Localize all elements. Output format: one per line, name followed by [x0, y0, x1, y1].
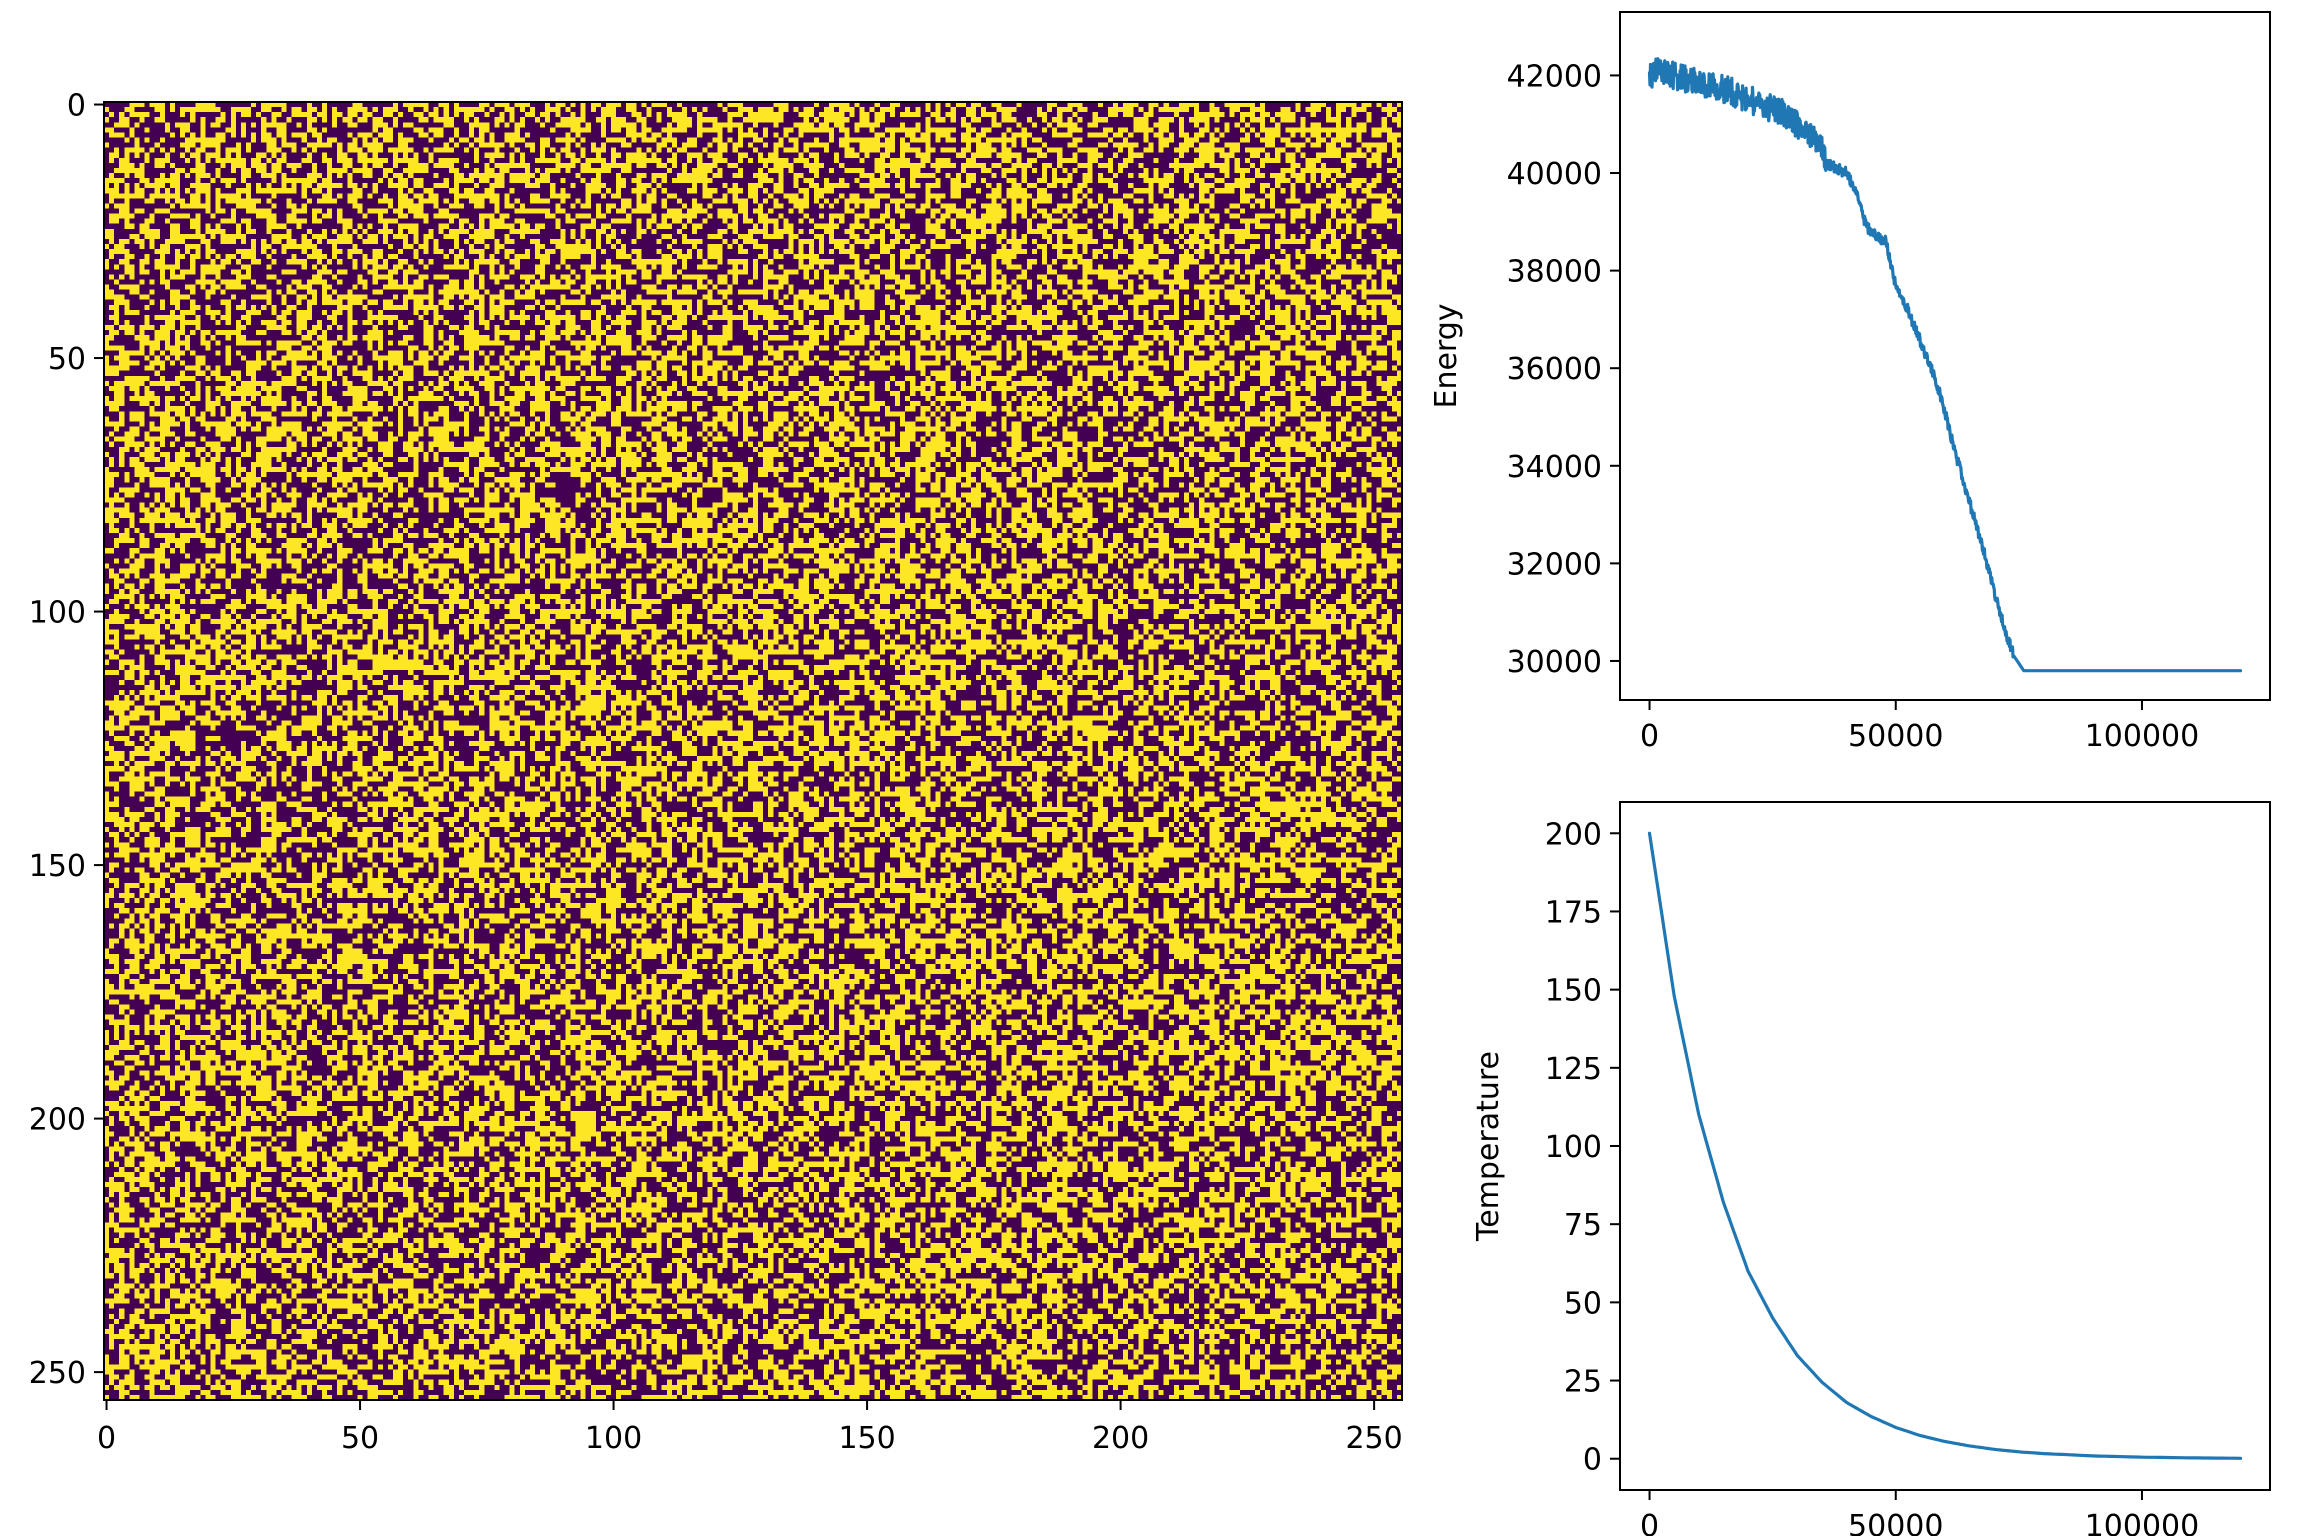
temperature-x-tick-label: 100000: [2085, 1509, 2200, 1536]
energy-x-tick-label: 0: [1640, 719, 1659, 754]
energy-x-tick-label: 100000: [2085, 719, 2200, 754]
heatmap-y-tick-label: 200: [29, 1103, 86, 1138]
energy-y-tick-label: 36000: [1507, 352, 1602, 387]
energy-y-tick-label: 42000: [1507, 59, 1602, 94]
temperature-y-tick-label: 125: [1545, 1052, 1602, 1087]
temperature-y-tick-label: 0: [1583, 1443, 1602, 1478]
heatmap-y-tick-label: 50: [48, 342, 86, 377]
heatmap-y-tick-label: 150: [29, 849, 86, 884]
temperature-y-tick-label: 50: [1564, 1286, 1602, 1321]
temperature-panel: 0 50000 100000 0 25 50 75 100 125 150 175 200 Temper…: [1471, 801, 2271, 1536]
temperature-y-tick-label: 100: [1545, 1130, 1602, 1165]
temperature-x-tick-label: 50000: [1848, 1509, 1943, 1536]
energy-series-line: [1647, 57, 2243, 673]
heatmap-x-tick-label: 200: [1092, 1421, 1149, 1456]
heatmap-x-tick-label: 50: [341, 1421, 379, 1456]
energy-y-tick-label: 40000: [1507, 157, 1602, 192]
energy-axes-frame: [1619, 11, 2271, 701]
heatmap-x-tick-label: 250: [1345, 1421, 1402, 1456]
temperature-y-tick-label: 75: [1564, 1208, 1602, 1243]
temperature-x-tick-label: 0: [1640, 1509, 1659, 1536]
temperature-y-axis-label: Temperature: [1471, 1051, 1506, 1242]
energy-y-tick-label: 30000: [1507, 645, 1602, 680]
temperature-y-tick-label: 25: [1564, 1365, 1602, 1400]
energy-x-tick-label: 50000: [1848, 719, 1943, 754]
heatmap-y-tick-label: 100: [29, 596, 86, 631]
temperature-series-line: [1647, 831, 2243, 1460]
energy-y-tick-label: 34000: [1507, 450, 1602, 485]
energy-y-axis-label: Energy: [1429, 303, 1464, 408]
temperature-y-tick-label: 150: [1545, 974, 1602, 1009]
energy-panel: 0 50000 100000 30000 32000 34000 36000 38000 400…: [1429, 11, 2271, 754]
energy-y-tick-label: 32000: [1507, 547, 1602, 582]
heatmap-x-tick-label: 150: [838, 1421, 895, 1456]
heatmap-x-tick-label: 100: [585, 1421, 642, 1456]
energy-y-tick-label: 38000: [1507, 255, 1602, 290]
heatmap-frame: [103, 101, 1403, 1401]
heatmap-x-tick-label: 0: [97, 1421, 116, 1456]
temperature-y-tick-label: 175: [1545, 895, 1602, 930]
heatmap-panel: 0 50 100 150 200 250 0 50 100 150 200 250: [29, 89, 1403, 1456]
heatmap-y-tick-label: 250: [29, 1356, 86, 1391]
temperature-y-tick-label: 200: [1545, 817, 1602, 852]
heatmap-y-tick-label: 0: [67, 89, 86, 124]
heatmap-image: [104, 102, 1402, 1400]
